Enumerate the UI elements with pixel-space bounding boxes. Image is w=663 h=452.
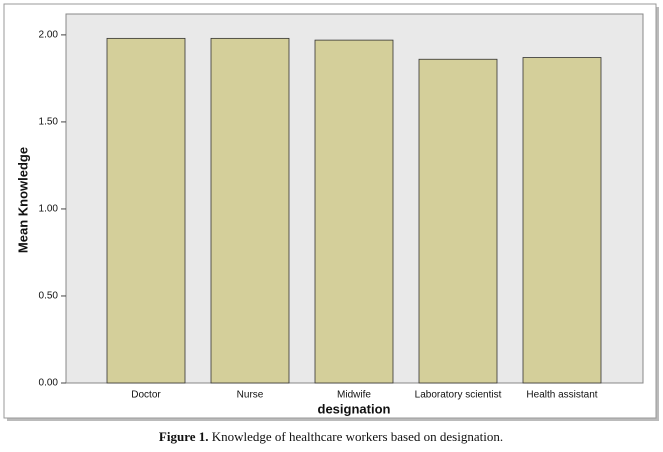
caption: Figure 1. Knowledge of healthcare worker…	[159, 429, 503, 444]
y-tick-label: 0.50	[39, 291, 59, 302]
x-tick-label: Health assistant	[526, 390, 597, 401]
bar	[210, 37, 290, 384]
caption-text: Knowledge of healthcare workers based on…	[212, 429, 503, 444]
x-tick-label: Doctor	[131, 390, 161, 401]
x-tick-label: Nurse	[237, 390, 264, 401]
y-tick-label: 0.00	[39, 378, 59, 389]
y-tick-label: 1.50	[39, 117, 59, 128]
y-tick-label: 2.00	[39, 30, 59, 41]
x-tick-label: Laboratory scientist	[415, 390, 502, 401]
y-axis-label: Mean Knowledge	[15, 147, 30, 253]
bar	[106, 37, 186, 384]
caption-label: Figure 1.	[159, 429, 209, 444]
x-axis-label: designation	[318, 401, 391, 416]
bar	[314, 39, 394, 384]
x-tick-label: Midwife	[337, 390, 371, 401]
bar	[418, 58, 498, 384]
bar	[522, 57, 602, 384]
y-tick-label: 1.00	[39, 204, 59, 215]
